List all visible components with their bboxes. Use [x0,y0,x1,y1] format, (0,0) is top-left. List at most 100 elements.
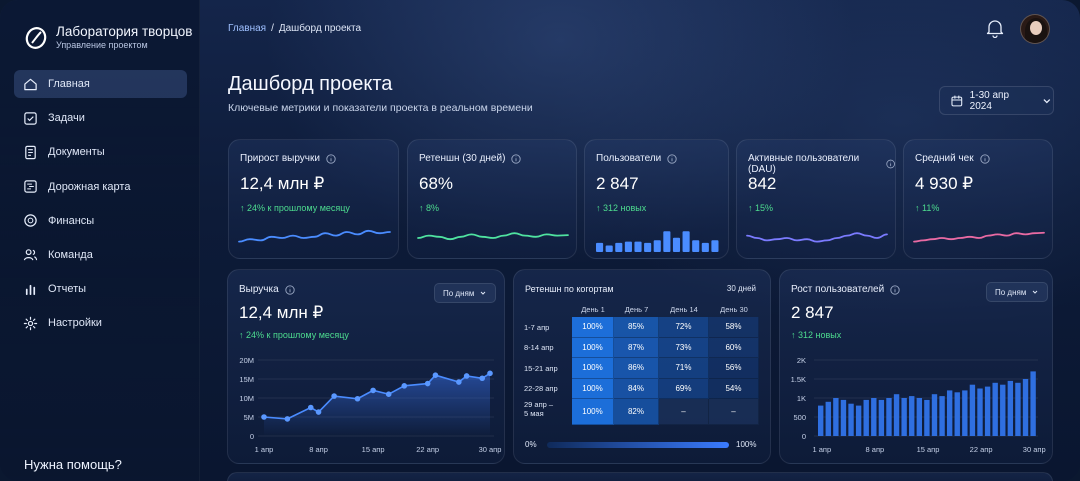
kpi-card-dau[interactable]: Активные пользователи (DAU) 842 ↑ 15% [736,139,896,259]
users-bar[interactable] [924,399,930,436]
cohort-col-header: День 30 [720,305,748,314]
kpi-card-revenue-growth[interactable]: Прирост выручки 12,4 млн ₽ ↑ 24% к прошл… [228,139,399,259]
users-bar[interactable] [992,382,998,436]
kpi-sparkline [238,229,391,243]
kpi-delta: ↑ 312 новых [596,203,647,213]
users-bar[interactable] [886,398,892,436]
revenue-point[interactable] [370,387,376,394]
sidebar-item-tasks[interactable]: Задачи [14,104,187,132]
x-tick-label: 22 апр [416,445,439,454]
cohort-cell: 100% [572,317,614,338]
help-link[interactable]: Нужна помощь? [24,457,122,472]
users-bar[interactable] [977,388,983,437]
kpi-card-users[interactable]: Пользователи 2 847 ↑ 312 новых [584,139,729,259]
revenue-point[interactable] [401,383,408,389]
avatar[interactable] [1020,14,1050,44]
sidebar-item-settings[interactable]: Настройки [14,309,187,337]
users-bar[interactable] [1015,382,1021,436]
users-bar[interactable] [969,384,976,436]
revenue-point[interactable] [315,409,322,415]
users-bar[interactable] [931,394,938,436]
revenue-point[interactable] [456,379,462,385]
users-bar[interactable] [863,399,869,436]
info-icon[interactable] [890,284,900,295]
users-bar[interactable] [878,399,885,436]
users-bar[interactable] [946,390,953,436]
cohort-cell: 72% [659,317,709,338]
date-range-picker[interactable]: 1-30 апр 2024 [939,86,1054,115]
users-bar[interactable] [1030,371,1036,436]
users-bar[interactable] [825,401,831,436]
sidebar-item-finance[interactable]: Финансы [14,207,187,235]
revenue-card: Выручка 12,4 млн ₽ ↑ 24% к прошлому меся… [227,269,505,464]
cohort-row-label: 15-21 апр [524,363,558,373]
revenue-area [264,373,490,436]
revenue-title: Выручка [239,284,279,295]
date-range-label: 1-30 апр 2024 [969,89,1010,112]
cohort-row-label: 1-7 апр [524,322,550,332]
breadcrumb-separator: / [271,23,274,34]
sidebar-item-home[interactable]: Главная [14,70,187,98]
y-tick-label: 1.5K [791,375,806,384]
kpi-title-wrap: Пользователи [596,153,677,164]
users-bar[interactable] [939,396,945,436]
users-period-select[interactable]: По дням [986,282,1049,302]
revenue-point[interactable] [354,395,361,402]
users-bar[interactable] [848,403,854,436]
revenue-point[interactable] [463,373,470,379]
revenue-point[interactable] [385,391,392,397]
spark-bar [624,241,632,252]
y-tick-label: 500 [793,413,806,422]
users-bar[interactable] [1022,379,1029,436]
revenue-point[interactable] [284,416,291,422]
revenue-point[interactable] [307,404,314,411]
users-bar[interactable] [916,398,923,436]
revenue-point[interactable] [331,393,337,399]
brand-subtitle: Управление проектом [56,40,148,50]
kpi-card-retention[interactable]: Ретеншн (30 дней) 68% ↑ 8% [407,139,577,259]
users-bar[interactable] [1000,384,1006,436]
info-icon[interactable] [511,153,522,164]
sidebar-item-reports[interactable]: Отчеты [14,275,187,303]
revenue-point[interactable] [432,372,439,378]
brand[interactable]: Лаборатория творцов Управление проектом [24,24,192,51]
users-bar[interactable] [909,396,915,436]
revenue-point[interactable] [261,414,267,420]
info-icon[interactable] [285,284,295,295]
cohort-cell: 87% [614,337,659,358]
finance-icon [24,214,37,227]
users-bar[interactable] [984,386,991,436]
info-icon[interactable] [326,153,336,164]
brand-logo-icon [25,26,47,49]
cohort-scale-min: 0% [525,440,537,449]
revenue-point[interactable] [487,370,493,377]
bell-icon[interactable] [986,18,1004,38]
revenue-point[interactable] [424,380,431,387]
users-bar[interactable] [833,398,839,436]
info-icon[interactable] [886,159,895,169]
sidebar-item-roadmap[interactable]: Дорожная карта [14,173,187,201]
users-bar[interactable] [962,390,968,436]
users-growth-value: 2 847 [791,303,834,322]
cohort-cell: 56% [709,358,759,379]
kpi-card-avg-check[interactable]: Средний чек 4 930 ₽ ↑ 11% [903,139,1053,259]
revenue-point[interactable] [479,375,486,382]
info-icon[interactable] [667,153,677,164]
info-icon[interactable] [979,153,990,164]
sidebar-item-team[interactable]: Команда [14,241,187,269]
users-growth-card: Рост пользователей 2 847 ↑ 312 новых По … [779,269,1053,464]
users-bar[interactable] [840,399,847,436]
users-bar[interactable] [871,398,877,436]
breadcrumb-home[interactable]: Главная [228,23,267,34]
users-bar[interactable] [818,405,824,436]
users-bar[interactable] [1007,380,1014,436]
cohort-title: Ретеншн по когортам [525,284,614,294]
users-bar[interactable] [901,398,907,436]
checkbox-icon [24,111,37,125]
users-bar[interactable] [855,405,862,436]
sidebar-item-documents[interactable]: Документы [14,138,187,166]
revenue-period-select[interactable]: По дням [434,283,497,303]
spark-bar [711,240,719,252]
users-bar[interactable] [893,394,900,436]
users-bar[interactable] [954,392,960,436]
